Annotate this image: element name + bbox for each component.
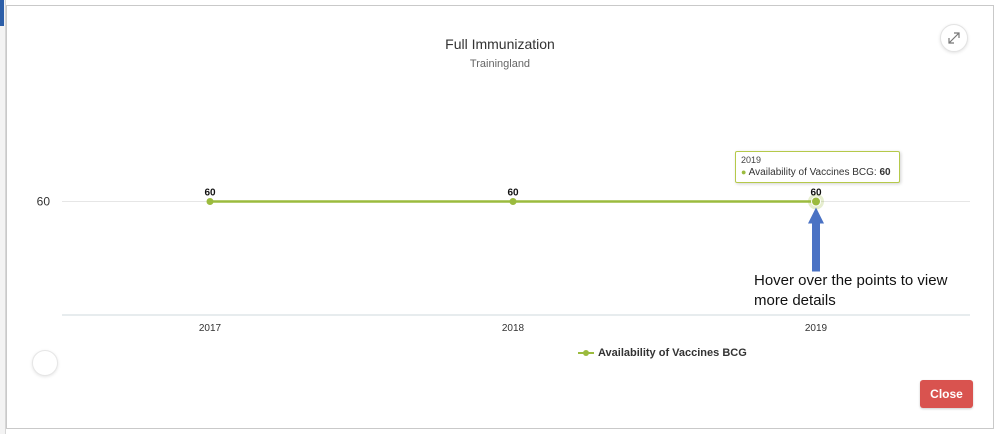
data-point[interactable]: [509, 198, 517, 205]
data-label: 60: [204, 188, 216, 199]
legend-line-marker-icon: [578, 348, 594, 358]
chart-modal: [6, 5, 994, 429]
series-layer: [206, 193, 824, 210]
chart-legend[interactable]: Availability of Vaccines BCG: [578, 347, 747, 359]
annotation-arrow-layer: [808, 207, 824, 272]
data-label-layer: 60 60 60: [204, 188, 822, 199]
data-label: 60: [507, 188, 519, 199]
chart-title: Full Immunization: [445, 36, 555, 52]
data-label: 60: [810, 188, 822, 199]
y-tick-label: 60: [37, 195, 51, 209]
expand-arrows-icon: [948, 32, 960, 44]
hover-annotation: Hover over the points to view more detai…: [754, 272, 948, 309]
x-tick-label: 2019: [805, 323, 828, 334]
tooltip-bullet-icon: ●: [741, 167, 747, 177]
close-button[interactable]: Close: [920, 380, 973, 408]
left-edge-strip: [0, 0, 6, 434]
annotation-arrow-head: [808, 207, 824, 224]
left-edge-accent: [0, 0, 4, 26]
x-tick-label: 2017: [199, 323, 222, 334]
data-point[interactable]: [206, 198, 214, 205]
annotation-arrow-shaft: [812, 221, 820, 272]
data-point[interactable]: [811, 196, 821, 207]
point-tooltip: 2019 ● Availability of Vaccines BCG: 60: [735, 151, 900, 183]
tooltip-x-value: 2019: [741, 155, 762, 165]
x-tick-label: 2018: [502, 323, 525, 334]
tooltip-series-name: Availability of Vaccines BCG: [748, 167, 874, 178]
expand-button[interactable]: [940, 24, 968, 52]
legend-item-label: Availability of Vaccines BCG: [598, 347, 747, 359]
side-round-button[interactable]: [32, 350, 58, 376]
tooltip-value: 60: [879, 167, 891, 178]
chart-subtitle: Trainingland: [469, 58, 531, 70]
tooltip-row: ● Availability of Vaccines BCG: 60: [741, 167, 891, 178]
tooltip-separator: :: [873, 167, 877, 178]
axis-layer: 60 2017 2018 2019: [37, 195, 970, 334]
